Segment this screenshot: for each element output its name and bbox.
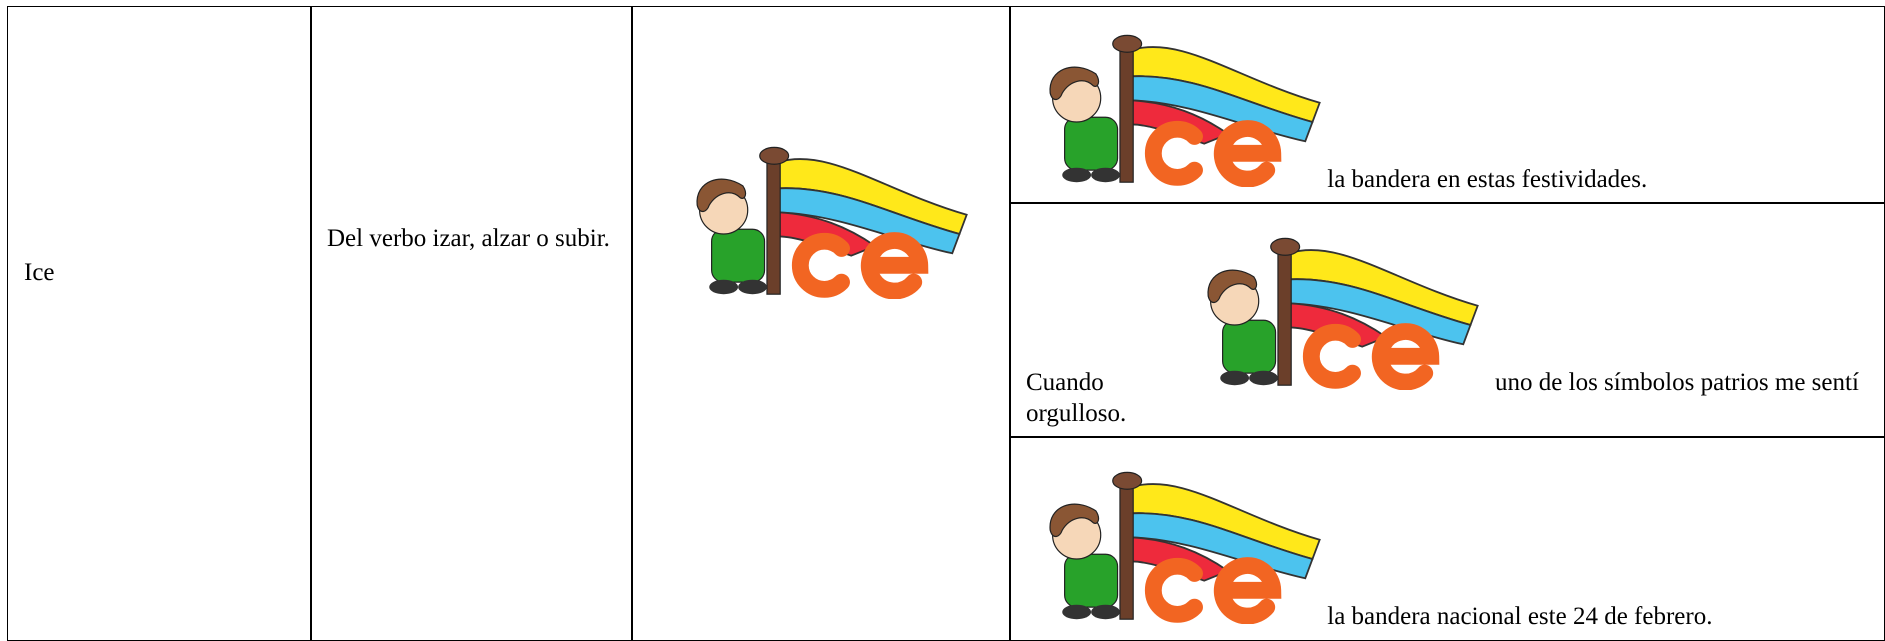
- example-cell: la bandera en estas festividades.: [1009, 6, 1885, 204]
- example: Cuando uno de los símbolos patrios me se…: [1026, 236, 1876, 430]
- meaning-cell: Del verbo izar, alzar o subir.: [310, 6, 633, 641]
- example: la bandera en estas festividades.: [1026, 33, 1876, 195]
- example-cell: Cuando uno de los símbolos patrios me se…: [1009, 202, 1885, 438]
- ice-illustration: [1026, 33, 1321, 187]
- ice-illustration: [673, 145, 968, 299]
- example: la bandera nacional este 24 de febrero.: [1026, 470, 1876, 632]
- ice-illustration: [1184, 236, 1479, 390]
- word-cell: Ice: [7, 6, 312, 641]
- example-text: uno de los símbolos patrios me sentí org…: [1026, 368, 1859, 427]
- example-cell: la bandera nacional este 24 de febrero.: [1009, 436, 1885, 641]
- meaning: Del verbo izar, alzar o subir.: [327, 225, 610, 252]
- ice-illustration: [1026, 470, 1321, 624]
- example-text: Cuando: [1026, 368, 1104, 396]
- example-text: la bandera nacional este 24 de febrero.: [1327, 602, 1713, 630]
- word: Ice: [24, 259, 55, 286]
- example-text: la bandera en estas festividades.: [1327, 165, 1648, 193]
- image-cell: [631, 6, 1011, 641]
